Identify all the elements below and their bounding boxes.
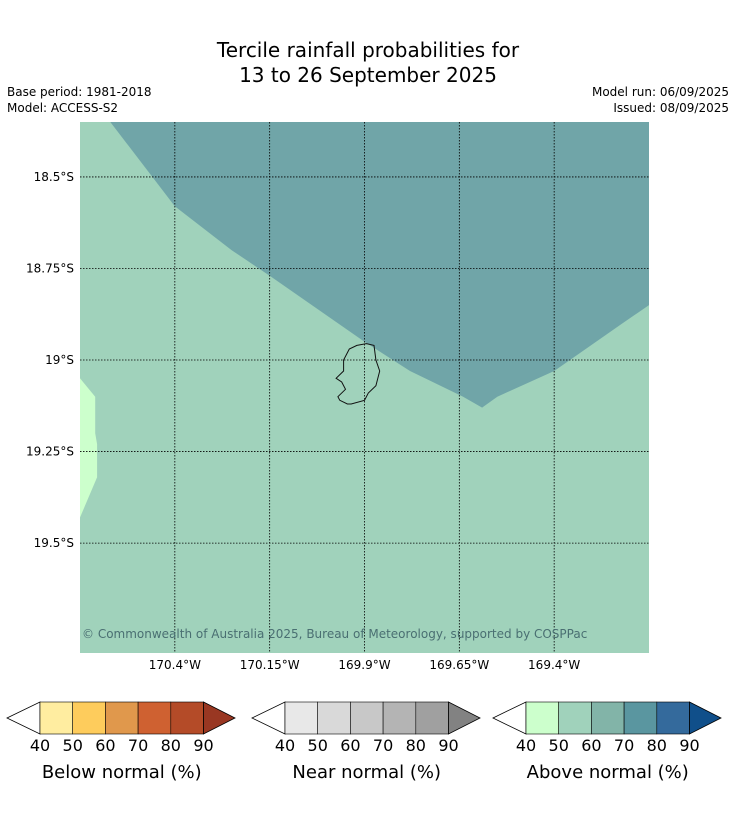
colorbar-2-segment-2 [317, 701, 351, 735]
island-coastline [335, 343, 381, 405]
y-tick-label-5: 19.5°S [34, 536, 74, 550]
colorbar-2-low-triangle [251, 701, 286, 735]
colorbar-3-segment-4 [623, 701, 658, 735]
colorbar-1-segment-1 [39, 701, 74, 735]
copyright-notice: © Commonwealth of Australia 2025, Bureau… [82, 627, 587, 641]
probability-region-2 [80, 378, 98, 518]
colorbar-3-tick-3: 60 [581, 736, 601, 755]
colorbar-1-tick-2: 50 [63, 736, 83, 755]
x-tick-label-4: 169.65°W [429, 658, 489, 672]
colorbar-2-segment-5 [415, 701, 449, 735]
colorbar-1-segment-5 [170, 701, 204, 735]
colorbar-1-low-triangle [6, 701, 41, 735]
colorbar-1 [6, 701, 236, 735]
meta-left: Base period: 1981-2018 Model: ACCESS-S2 [7, 84, 152, 116]
meta-right: Model run: 06/09/2025 Issued: 08/09/2025 [592, 84, 729, 116]
y-tick-label-3: 19°S [45, 353, 74, 367]
colorbar-3-tick-6: 90 [679, 736, 699, 755]
colorbar-1-tick-3: 60 [95, 736, 115, 755]
colorbar-1-tick-1: 40 [30, 736, 50, 755]
colorbar-2-tick-3: 60 [340, 736, 360, 755]
y-tick-label-4: 19.25°S [26, 445, 74, 459]
colorbar-3-segment-5 [656, 701, 690, 735]
colorbar-2-tick-1: 40 [275, 736, 295, 755]
colorbar-2-tick-5: 80 [406, 736, 426, 755]
colorbar-2-segment-4 [382, 701, 417, 735]
colorbar-2-tick-4: 70 [373, 736, 393, 755]
colorbar-3-tick-5: 80 [647, 736, 667, 755]
colorbar-3-segment-2 [558, 701, 592, 735]
colorbar-3-tick-1: 40 [516, 736, 536, 755]
y-tick-label-2: 18.75°S [26, 261, 74, 275]
chart-title: Tercile rainfall probabilities for 13 to… [0, 38, 736, 88]
colorbar-1-tick-4: 70 [128, 736, 148, 755]
colorbar-2-tick-6: 90 [438, 736, 458, 755]
colorbar-3-high-triangle [689, 701, 722, 735]
colorbar-1-high-triangle [203, 701, 236, 735]
colorbar-3-segment-1 [525, 701, 560, 735]
colorbar-2-segment-1 [284, 701, 319, 735]
probability-region-1 [110, 122, 649, 408]
colorbar-3-low-triangle [492, 701, 527, 735]
x-tick-label-5: 169.4°W [528, 658, 580, 672]
x-tick-label-2: 170.15°W [240, 658, 300, 672]
colorbar-2-segment-3 [350, 701, 384, 735]
model-text: Model: ACCESS-S2 [7, 101, 119, 115]
x-tick-label-1: 170.4°W [149, 658, 201, 672]
colorbar-1-label: Below normal (%) [42, 762, 202, 783]
colorbar-2-high-triangle [448, 701, 481, 735]
colorbar-1-segment-2 [72, 701, 106, 735]
colorbar-3-tick-4: 70 [614, 736, 634, 755]
map-panel [80, 122, 649, 653]
colorbar-2-tick-2: 50 [308, 736, 328, 755]
colorbar-2 [251, 701, 481, 735]
colorbar-1-tick-6: 90 [193, 736, 213, 755]
chart-title-line2: 13 to 26 September 2025 [239, 63, 497, 87]
base-period-text: Base period: 1981-2018 [7, 85, 152, 99]
y-tick-label-1: 18.5°S [34, 170, 74, 184]
colorbar-3 [492, 701, 722, 735]
colorbar-3-segment-3 [591, 701, 625, 735]
colorbar-3-tick-2: 50 [549, 736, 569, 755]
colorbar-1-segment-3 [105, 701, 139, 735]
colorbar-1-tick-5: 80 [161, 736, 181, 755]
chart-title-line1: Tercile rainfall probabilities for [216, 38, 520, 62]
x-tick-label-3: 169.9°W [338, 658, 390, 672]
colorbar-2-label: Near normal (%) [292, 762, 441, 783]
colorbar-1-segment-4 [137, 701, 172, 735]
issued-text: Issued: 08/09/2025 [613, 101, 729, 115]
colorbar-3-label: Above normal (%) [527, 762, 689, 783]
model-run-text: Model run: 06/09/2025 [591, 85, 729, 99]
